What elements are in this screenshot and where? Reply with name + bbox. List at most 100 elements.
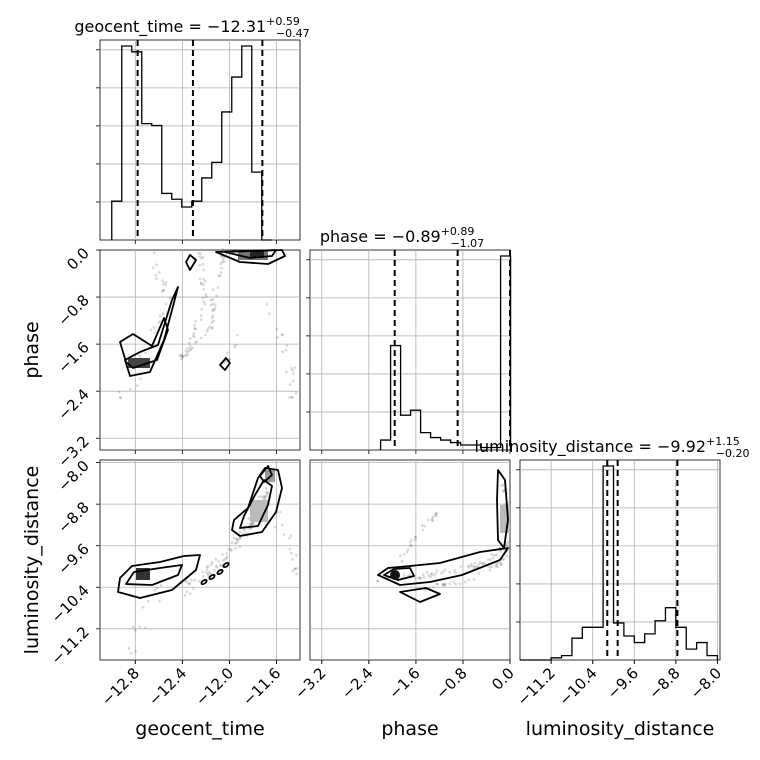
histogram-luminosity_distance <box>520 465 719 661</box>
sample-point <box>477 563 481 566</box>
sample-point <box>421 528 425 532</box>
sample-point <box>430 517 434 521</box>
sample-point <box>198 255 202 259</box>
sample-point <box>161 312 165 315</box>
sample-point <box>287 536 291 540</box>
title-minus-phase: −1.07 <box>450 237 484 250</box>
sample-point <box>472 565 476 568</box>
sample-point <box>400 559 404 563</box>
sample-point <box>199 314 203 317</box>
hist-panel-luminosity_distance <box>519 459 721 661</box>
sample-point <box>201 574 205 578</box>
sample-point <box>211 308 215 312</box>
sample-point <box>409 540 412 544</box>
sample-point <box>220 260 224 264</box>
sample-point <box>206 572 210 576</box>
sample-point <box>180 354 183 357</box>
sample-point <box>441 583 445 587</box>
sample-point <box>267 312 271 315</box>
contour-line <box>125 564 183 586</box>
xtick-label: −8.8 <box>645 664 683 702</box>
sample-point <box>164 302 168 306</box>
sample-point <box>153 588 157 592</box>
sample-point <box>434 572 438 575</box>
sample-point <box>225 555 229 559</box>
ytick-label: −8.8 <box>54 498 92 536</box>
sample-point <box>440 571 443 575</box>
title-main-luminosity_distance: luminosity_distance = −9.92 <box>475 437 706 457</box>
sample-point <box>238 536 242 540</box>
sample-point <box>248 523 252 526</box>
sample-point <box>195 340 198 343</box>
sample-point <box>488 568 492 572</box>
sample-point <box>215 294 219 298</box>
xtick-label: −2.4 <box>338 664 376 702</box>
sample-point <box>233 345 236 349</box>
contour-line <box>124 286 179 377</box>
sample-point <box>264 487 268 490</box>
sample-point <box>410 543 413 547</box>
sample-point <box>211 309 215 313</box>
sample-point <box>402 553 406 556</box>
sample-point <box>180 354 184 357</box>
sample-point <box>288 396 291 399</box>
sample-point <box>442 570 445 573</box>
sample-point <box>234 542 237 545</box>
sample-point <box>193 327 197 331</box>
sample-point <box>210 561 214 564</box>
xtick-label: −11.2 <box>514 664 559 709</box>
sample-point <box>199 318 203 321</box>
xtick-label: −11.6 <box>239 664 284 709</box>
density-block <box>500 505 510 533</box>
sample-point <box>205 295 208 299</box>
title-main-phase: phase = −0.89 <box>320 227 441 246</box>
sample-point <box>435 511 439 515</box>
sample-point <box>162 288 165 292</box>
sample-point <box>191 346 195 349</box>
sample-point <box>154 273 158 277</box>
sample-point <box>184 354 188 357</box>
sample-point <box>444 568 447 571</box>
sample-point <box>193 327 197 331</box>
sample-point <box>139 377 143 381</box>
sample-point <box>202 300 205 303</box>
sample-point <box>477 572 481 575</box>
sample-point <box>291 558 294 561</box>
sample-point <box>207 570 211 574</box>
sample-point <box>281 333 284 337</box>
contour-line <box>239 479 273 529</box>
xtick-label: −8.0 <box>687 664 725 702</box>
sample-point <box>203 279 207 283</box>
sample-point <box>291 396 294 399</box>
xlabel-luminosity_distance: luminosity_distance <box>526 718 715 740</box>
sample-point <box>441 583 445 586</box>
sample-point <box>151 266 155 270</box>
xlabel-phase: phase <box>381 718 438 740</box>
sample-point <box>146 599 150 603</box>
sample-point <box>499 549 502 553</box>
sample-point <box>281 350 285 354</box>
sample-point <box>421 573 425 577</box>
sample-point <box>201 570 205 574</box>
sample-point <box>127 647 131 650</box>
sample-point <box>496 565 500 568</box>
sample-point <box>280 333 284 336</box>
sample-point <box>117 390 121 394</box>
density-block <box>128 358 150 368</box>
sample-point <box>185 590 189 594</box>
ytick-label: −0.8 <box>54 291 92 329</box>
sample-point <box>198 263 202 267</box>
sample-point <box>205 329 209 333</box>
sample-point <box>235 537 239 541</box>
contour-line <box>185 254 197 271</box>
sample-point <box>501 557 505 561</box>
sample-point <box>193 324 196 327</box>
sample-point <box>234 343 238 347</box>
sample-point <box>490 565 494 568</box>
sample-point <box>160 583 163 587</box>
xtick-label: −12.4 <box>145 664 190 709</box>
sample-point <box>448 570 452 574</box>
sample-point <box>207 565 210 568</box>
sample-point <box>501 490 505 493</box>
